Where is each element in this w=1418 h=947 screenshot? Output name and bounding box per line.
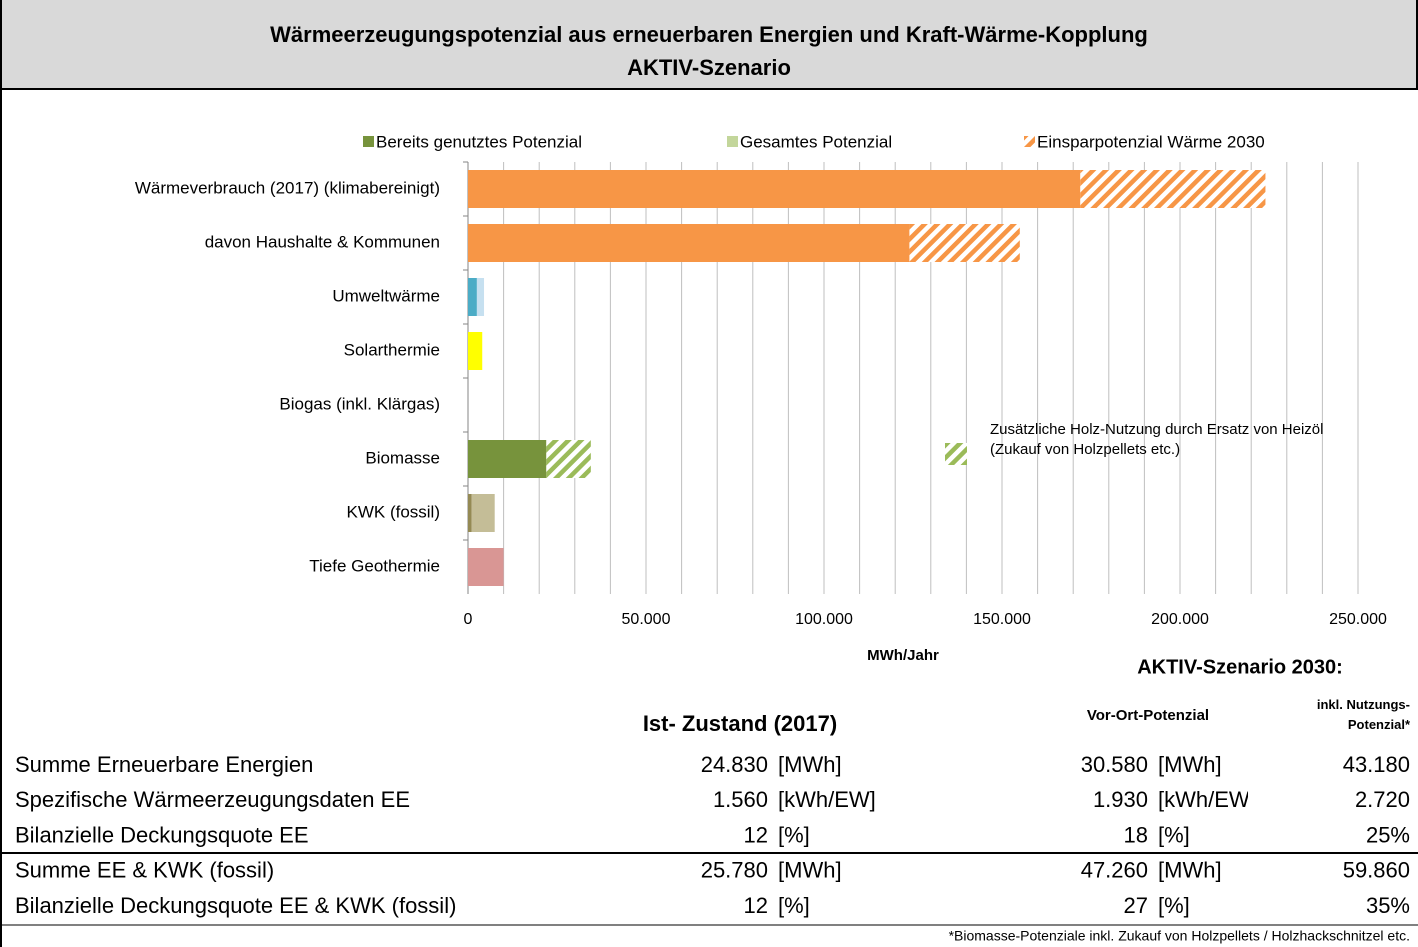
x-tick-label: 150.000 [973,611,1031,628]
cell: [kWh/EW] [778,787,876,812]
bar [468,494,472,532]
y-tick-label: Tiefe Geothermie [309,556,440,575]
x-tick-label: 250.000 [1329,611,1387,628]
x-tick-label: 100.000 [795,611,853,628]
legend-swatch [727,136,738,147]
row-label: Bilanzielle Deckungsquote EE [15,822,309,847]
cell: [%] [778,822,810,847]
legend-label: Bereits genutztes Potenzial [376,132,582,151]
cell: [MWh] [778,858,842,883]
cell: 25% [1366,822,1410,847]
cell: [%] [778,893,810,918]
bar [468,278,477,316]
cell: [%] [1158,893,1190,918]
footnote: *Biomasse-Potenziale inkl. Zukauf von Ho… [949,928,1410,944]
column-header: inkl. Nutzungs-Potenzial* [1316,697,1410,732]
row-label: Summe Erneuerbare Energien [15,752,313,777]
cell: 2.720 [1355,787,1410,812]
cell: 25.780 [701,858,768,883]
legend-label: Gesamtes Potenzial [740,132,892,151]
cell: 1.930 [1093,787,1148,812]
cell: 43.180 [1343,752,1410,777]
bar [468,548,504,586]
cell: 24.830 [701,752,768,777]
bar [468,440,547,478]
bar [468,224,910,262]
bar [471,494,495,532]
x-tick-label: 0 [464,611,473,628]
cell: 1.560 [713,787,768,812]
y-tick-label: Umweltwärme [332,286,440,305]
x-tick-label: 50.000 [622,611,671,628]
legend-label: Einsparpotenzial Wärme 2030 [1037,132,1265,151]
cell: 12 [744,893,768,918]
cell: [MWh] [1158,752,1222,777]
x-axis-label: MWh/Jahr [867,647,939,664]
cell: 59.860 [1343,858,1410,883]
cell: 27 [1124,893,1148,918]
bar [468,170,1081,208]
y-tick-label: Biomasse [365,448,440,467]
bar [476,278,485,316]
legend-label: Zusätzliche Holz-Nutzung durch Ersatz vo… [990,421,1324,458]
legend-swatch [363,136,374,147]
cell: 30.580 [1081,752,1148,777]
column-header: Vor-Ort-Potenzial [1087,707,1209,724]
cell: 35% [1366,893,1410,918]
bar [468,332,483,370]
cell: [%] [1158,822,1190,847]
title: Wärmeerzeugungspotenzial aus erneuerbare… [270,22,1148,47]
cell: 47.260 [1081,858,1148,883]
y-tick-label: Biogas (inkl. Klärgas) [279,394,440,413]
column-header: Ist- Zustand (2017) [643,711,837,736]
y-tick-label: Solarthermie [344,340,440,359]
bar [909,224,1020,262]
cell: 12 [744,822,768,847]
row-label: Bilanzielle Deckungsquote EE & KWK (foss… [15,893,456,918]
title-bar [0,0,1418,89]
y-tick-label: KWK (fossil) [347,502,441,521]
legend-swatch [945,443,967,465]
cell: [MWh] [1158,858,1222,883]
row-label: Spezifische Wärmeerzeugungsdaten EE [15,787,410,812]
cell: [MWh] [778,752,842,777]
bar [546,440,591,478]
row-label: Summe EE & KWK (fossil) [15,858,274,883]
x-tick-label: 200.000 [1151,611,1209,628]
scenario-title: AKTIV-Szenario 2030: [1137,656,1343,678]
cell: [kWh/EW] [1158,787,1256,812]
bar [1080,170,1266,208]
y-tick-label: davon Haushalte & Kommunen [205,232,440,251]
y-tick-label: Wärmeverbrauch (2017) (klimabereinigt) [135,178,440,197]
subtitle: AKTIV-Szenario [627,55,791,80]
cell: 18 [1124,822,1148,847]
legend-swatch [1024,136,1035,147]
